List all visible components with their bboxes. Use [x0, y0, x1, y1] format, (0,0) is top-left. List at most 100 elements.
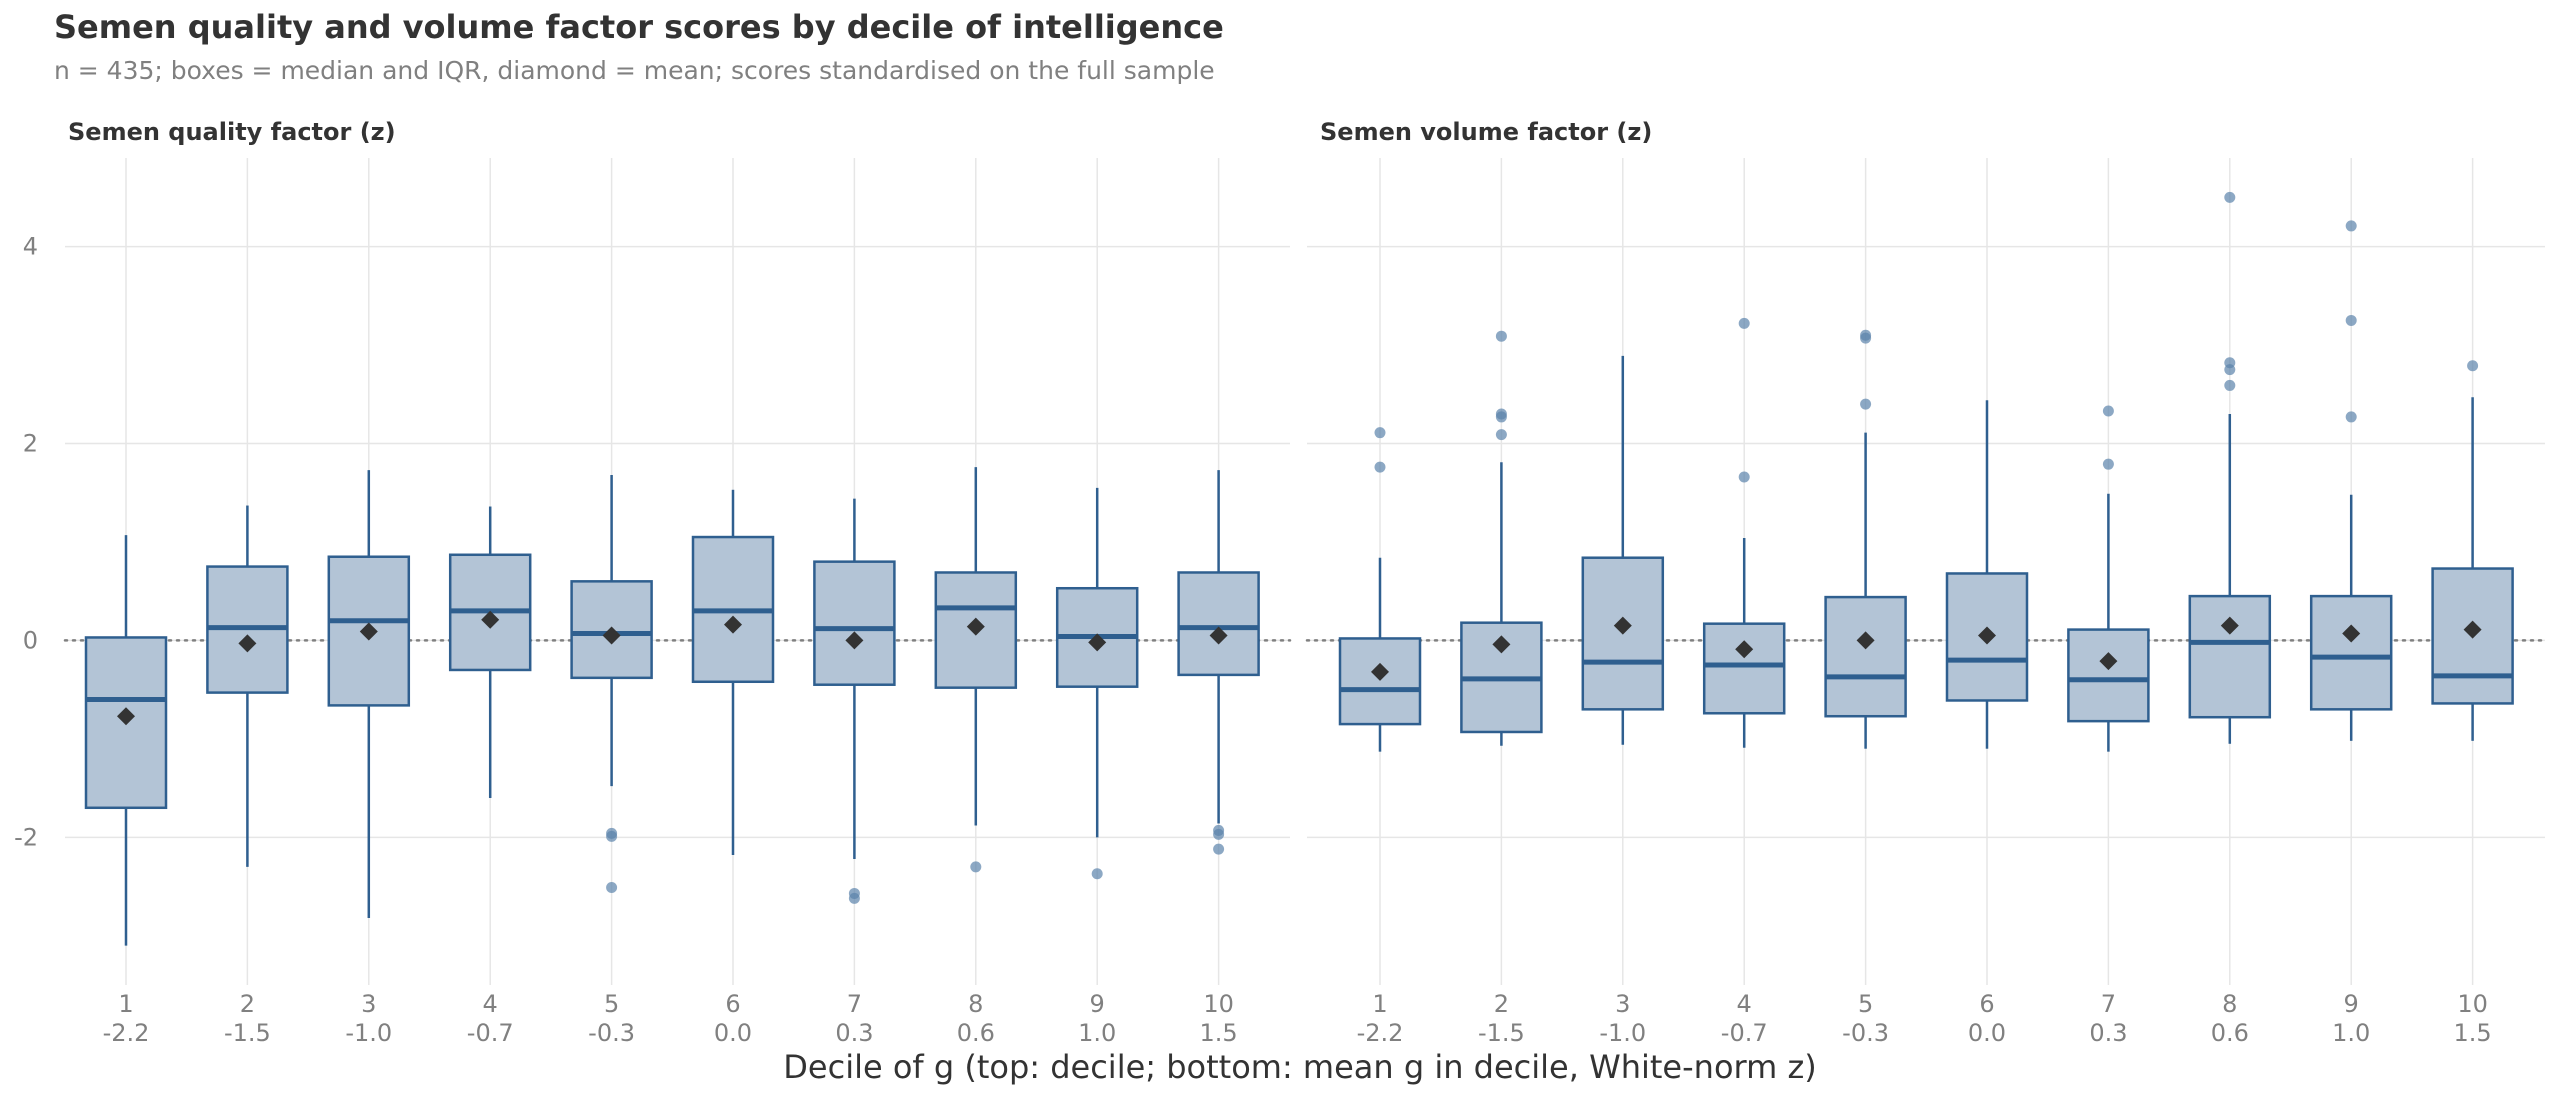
- marks-layer: [84, 191, 2514, 946]
- y-tick-label: 4: [23, 233, 38, 261]
- outlier-point: [2224, 191, 2236, 203]
- box-quality-decile-4: [448, 506, 532, 798]
- mean-diamond: [1856, 631, 1875, 650]
- x-tick-sublabel: -1.0: [345, 1019, 392, 1047]
- outlier-point: [2224, 379, 2236, 391]
- mean-diamond: [1371, 662, 1389, 681]
- outlier-point: [2345, 220, 2357, 232]
- x-tick-sublabel: -0.3: [1842, 1019, 1889, 1047]
- x-tick-sublabel: 0.0: [714, 1019, 752, 1047]
- x-tick-label: 10: [2457, 990, 2488, 1018]
- box-quality-decile-6: [691, 489, 775, 856]
- y-tick-label: -2: [14, 823, 38, 851]
- box-quality-decile-1: [84, 535, 168, 946]
- x-tick-sublabel: 1.5: [2454, 1019, 2492, 1047]
- x-tick-label: 5: [604, 990, 619, 1018]
- mean-diamond: [1735, 640, 1754, 659]
- box-quality-decile-7: [813, 498, 896, 904]
- box-volume-decile-1: [1338, 427, 1422, 752]
- outlier-point: [1213, 843, 1225, 855]
- mean-diamond: [1978, 626, 1996, 645]
- x-axis-title: Decile of g (top: decile; bottom: mean g…: [783, 1048, 1816, 1086]
- outlier-point: [848, 892, 860, 904]
- x-tick-label: 1: [1372, 990, 1387, 1018]
- x-tick-sublabel: 0.0: [1968, 1019, 2006, 1047]
- outlier-point: [1495, 429, 1507, 441]
- x-tick-label: 2: [1494, 990, 1509, 1018]
- box-volume-decile-7: [2067, 405, 2150, 752]
- outlier-point: [970, 861, 982, 873]
- x-tick-sublabel: -0.3: [588, 1019, 635, 1047]
- outlier-point: [606, 882, 618, 894]
- x-tick-sublabel: -1.0: [1599, 1019, 1646, 1047]
- iqr-box: [570, 580, 653, 680]
- iqr-box: [1702, 622, 1786, 715]
- x-tick-label: 9: [2344, 990, 2359, 1018]
- facet-title-volume: Semen volume factor (z): [1320, 118, 1652, 146]
- mean-diamond: [2342, 624, 2361, 643]
- grid-layer: [65, 158, 2545, 985]
- mean-diamond: [238, 634, 257, 653]
- iqr-box: [1824, 595, 1907, 718]
- chart-title: Semen quality and volume factor scores b…: [54, 8, 1224, 46]
- x-tick-label: 1: [118, 990, 133, 1018]
- iqr-box: [813, 560, 896, 686]
- outlier-point: [1091, 868, 1103, 880]
- box-quality-decile-9: [1055, 487, 1139, 880]
- mean-diamond: [1613, 616, 1632, 635]
- x-tick-label: 8: [968, 990, 983, 1018]
- x-tick-sublabel: -1.5: [1478, 1019, 1525, 1047]
- x-tick-sublabel: 0.6: [2211, 1019, 2249, 1047]
- outlier-point: [1213, 828, 1225, 840]
- mean-diamond: [2099, 652, 2118, 671]
- mean-diamond: [2463, 620, 2482, 639]
- outlier-point: [606, 830, 618, 842]
- outlier-point: [1738, 471, 1750, 483]
- chart-subtitle: n = 435; boxes = median and IQR, diamond…: [54, 56, 1215, 85]
- outlier-point: [2345, 411, 2357, 423]
- outlier-point: [2345, 314, 2357, 326]
- iqr-box: [2067, 628, 2150, 723]
- mean-diamond: [724, 615, 742, 634]
- box-volume-decile-9: [2309, 220, 2393, 741]
- x-tick-sublabel: -0.7: [467, 1019, 514, 1047]
- box-volume-decile-2: [1460, 330, 1543, 746]
- facet-title-quality: Semen quality factor (z): [68, 118, 396, 146]
- box-quality-decile-2: [206, 505, 289, 867]
- x-tick-label: 8: [2222, 990, 2237, 1018]
- outlier-point: [1374, 427, 1386, 439]
- x-tick-label: 10: [1203, 990, 1234, 1018]
- iqr-box: [2188, 594, 2272, 719]
- x-tick-sublabel: 1.5: [1200, 1019, 1238, 1047]
- box-volume-decile-4: [1702, 317, 1786, 748]
- outlier-point: [1738, 317, 1750, 329]
- outlier-point: [1860, 329, 1872, 341]
- box-volume-decile-8: [2188, 191, 2272, 744]
- x-tick-label: 2: [240, 990, 255, 1018]
- x-tick-sublabel: -2.2: [1357, 1019, 1404, 1047]
- outlier-point: [2467, 360, 2479, 372]
- x-tick-label: 4: [483, 990, 498, 1018]
- x-tick-sublabel: 1.0: [1078, 1019, 1116, 1047]
- mean-diamond: [602, 626, 621, 645]
- x-tick-sublabel: -2.2: [103, 1019, 150, 1047]
- outlier-point: [1860, 398, 1872, 410]
- box-quality-decile-5: [570, 475, 653, 894]
- box-quality-decile-8: [934, 467, 1018, 873]
- box-volume-decile-5: [1824, 329, 1907, 749]
- x-tick-sublabel: 0.3: [2089, 1019, 2127, 1047]
- iqr-box: [1177, 571, 1260, 677]
- x-tick-label: 6: [725, 990, 740, 1018]
- x-tick-sublabel: -0.7: [1721, 1019, 1768, 1047]
- mean-diamond: [359, 622, 378, 641]
- iqr-box: [2431, 567, 2514, 705]
- outlier-point: [2102, 458, 2114, 470]
- x-tick-label: 5: [1858, 990, 1873, 1018]
- x-tick-label: 7: [2101, 990, 2116, 1018]
- x-tick-label: 4: [1737, 990, 1752, 1018]
- mean-diamond: [966, 617, 985, 636]
- x-tick-label: 3: [361, 990, 376, 1018]
- mean-diamond: [117, 707, 135, 726]
- y-tick-label: 0: [23, 626, 38, 654]
